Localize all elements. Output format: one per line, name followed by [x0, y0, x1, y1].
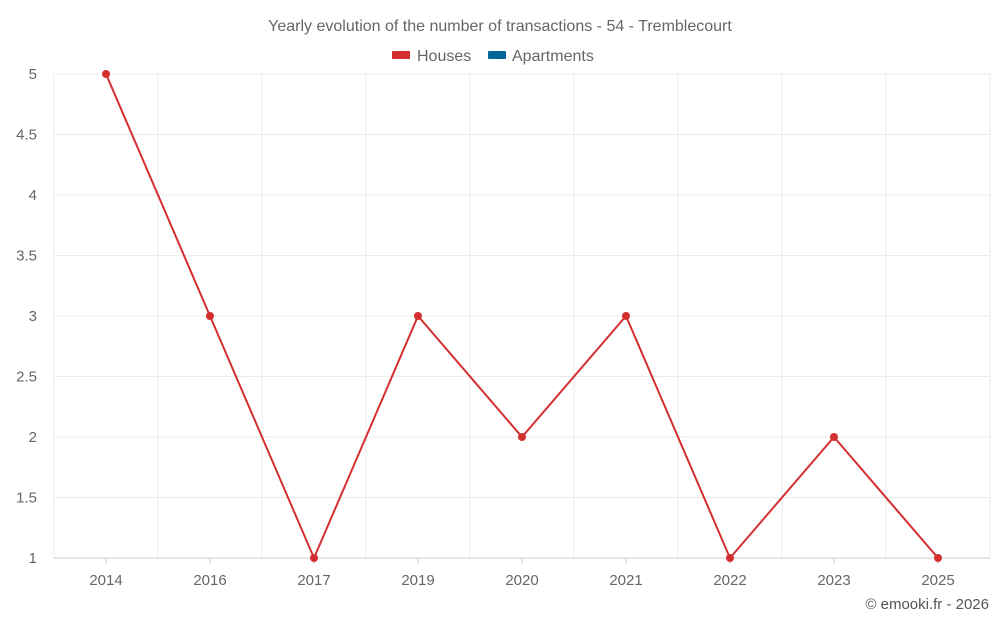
data-point-houses[interactable] — [206, 312, 214, 320]
credit-text: © emooki.fr - 2026 — [865, 596, 989, 613]
y-tick-label: 4 — [29, 187, 37, 204]
x-tick-label: 2023 — [817, 572, 850, 589]
x-tick-label: 2025 — [921, 572, 954, 589]
x-tick-label: 2017 — [297, 572, 330, 589]
legend-label-houses: Houses — [417, 48, 471, 65]
legend-swatch-apartments — [488, 51, 506, 59]
y-tick-label: 2 — [29, 429, 37, 446]
series-houses — [102, 70, 942, 562]
y-tick-label: 2.5 — [16, 369, 37, 386]
y-tick-label: 3.5 — [16, 248, 37, 265]
x-tick-label: 2014 — [89, 572, 122, 589]
x-tick-label: 2020 — [505, 572, 538, 589]
data-point-houses[interactable] — [414, 312, 422, 320]
y-tick-label: 3 — [29, 308, 37, 325]
x-tick-label: 2016 — [193, 572, 226, 589]
x-tick-label: 2021 — [609, 572, 642, 589]
grid — [53, 73, 991, 558]
axes: 1 1.5 2 2.5 3 3.5 4 4.5 5 2014 2016 2017 2019 2020 202… — [16, 66, 990, 589]
data-point-houses[interactable] — [830, 433, 838, 441]
y-tick-label: 4.5 — [16, 127, 37, 144]
data-point-houses[interactable] — [622, 312, 630, 320]
data-point-houses[interactable] — [310, 554, 318, 562]
x-tick-label: 2019 — [401, 572, 434, 589]
legend-swatch-houses — [392, 51, 410, 59]
x-tick-label: 2022 — [713, 572, 746, 589]
legend: Houses Apartments — [392, 48, 594, 65]
data-point-houses[interactable] — [518, 433, 526, 441]
chart-title: Yearly evolution of the number of transa… — [268, 18, 732, 35]
legend-label-apartments: Apartments — [512, 48, 594, 65]
data-point-houses[interactable] — [934, 554, 942, 562]
legend-item-houses[interactable]: Houses — [392, 48, 471, 65]
legend-item-apartments[interactable]: Apartments — [488, 48, 594, 65]
data-point-houses[interactable] — [102, 70, 110, 78]
y-tick-label: 1.5 — [16, 490, 37, 507]
y-tick-label: 5 — [29, 66, 37, 83]
y-tick-label: 1 — [29, 550, 37, 567]
data-point-houses[interactable] — [726, 554, 734, 562]
